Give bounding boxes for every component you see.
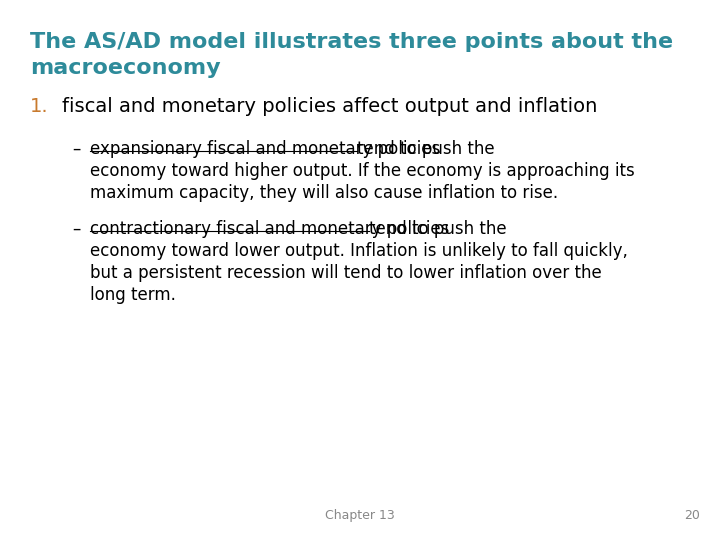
Text: Chapter 13: Chapter 13 [325,509,395,522]
Text: economy toward higher output. If the economy is approaching its: economy toward higher output. If the eco… [90,162,635,180]
Text: but a persistent recession will tend to lower inflation over the: but a persistent recession will tend to … [90,264,602,282]
Text: –: – [72,220,81,238]
Text: fiscal and monetary policies affect output and inflation: fiscal and monetary policies affect outp… [62,97,598,116]
Text: maximum capacity, they will also cause inflation to rise.: maximum capacity, they will also cause i… [90,184,558,202]
Text: 1.: 1. [30,97,49,116]
Text: tend to push the: tend to push the [369,220,507,238]
Text: –: – [72,140,81,158]
Text: economy toward lower output. Inflation is unlikely to fall quickly,: economy toward lower output. Inflation i… [90,242,628,260]
Text: 20: 20 [684,509,700,522]
Text: expansionary fiscal and monetary policies: expansionary fiscal and monetary policie… [90,140,446,158]
Text: contractionary fiscal and monetary policies: contractionary fiscal and monetary polic… [90,220,454,238]
Text: The AS/AD model illustrates three points about the: The AS/AD model illustrates three points… [30,32,673,52]
Text: tend to push the: tend to push the [356,140,495,158]
Text: long term.: long term. [90,286,176,304]
Text: macroeconomy: macroeconomy [30,58,220,78]
